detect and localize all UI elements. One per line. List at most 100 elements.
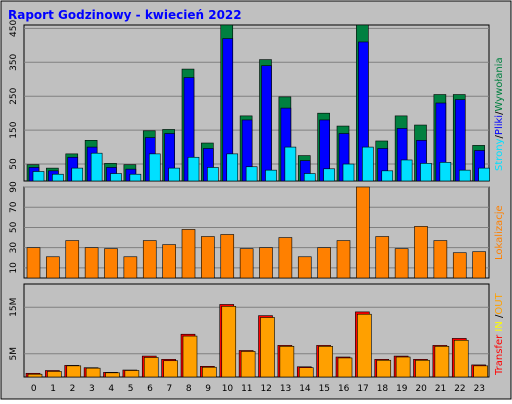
bar-strony-14 [303,173,316,182]
bar-transfer-out-18 [376,359,392,378]
bar-strony-21 [439,162,452,182]
bar-visits-5 [123,256,138,279]
y-tick-label: 15M [9,298,19,317]
bar-visits-23 [472,251,486,279]
x-tick-label-12: 12 [260,384,271,394]
bar-strony-18 [381,170,394,182]
legend-entry: / [494,314,505,318]
bar-strony-22 [458,169,471,182]
bar-visits-6 [142,240,157,279]
x-tick-label-15: 15 [319,384,330,394]
y-tick-label: 50 [9,158,19,170]
bar-transfer-out-23 [473,365,488,378]
y-tick-label: 10 [9,262,19,274]
x-tick-label-14: 14 [299,384,311,394]
bar-visits-10 [220,234,235,279]
bar-transfer-out-6 [143,357,159,378]
bar-strony-23 [478,167,490,182]
legend-entry: OUT [494,292,505,314]
bar-transfer-out-14 [298,367,314,378]
legend-entry: Transfer [494,334,505,376]
bar-transfer-out-5 [124,370,140,378]
bar-visits-15 [317,247,331,279]
x-tick-label-18: 18 [377,384,389,394]
bar-strony-13 [284,146,297,182]
bar-transfer-out-1 [47,371,62,378]
bar-transfer-out-13 [279,346,295,378]
x-tick-label-9: 9 [205,384,211,394]
bar-strony-2 [71,167,84,182]
bar-visits-8 [181,229,196,279]
bar-strony-3 [90,152,103,182]
x-tick-label-8: 8 [186,384,192,394]
bar-visits-4 [104,248,118,279]
bar-visits-0 [26,247,41,279]
bar-transfer-out-16 [337,357,353,378]
bar-transfer-out-7 [163,360,178,378]
y-tick-label: 30 [9,242,19,254]
bar-visits-12 [259,247,273,279]
legend-entry: Pliki [494,115,505,135]
bar-transfer-out-20 [415,359,430,378]
y-tick-label: 250 [9,87,19,104]
bar-strony-8 [187,156,200,182]
x-tick-label-11: 11 [241,384,252,394]
bar-visits-20 [414,226,428,279]
bar-visits-9 [201,236,215,279]
bar-visits-19 [394,248,409,279]
x-tick-label-23: 23 [474,384,485,394]
bar-transfer-out-22 [453,339,469,378]
x-tick-label-20: 20 [415,384,427,394]
plot-area-3 [23,283,490,378]
bar-strony-11 [245,166,258,182]
x-tick-label-10: 10 [222,384,234,394]
bar-strony-5 [129,173,142,182]
bar-visits-7 [162,244,176,279]
bar-visits-14 [297,256,312,279]
bar-transfer-out-12 [260,317,275,378]
legend-hits-files-pages: Strony/Pliki/Wywołania [494,57,505,171]
chart-panels: 5015025035045010305070905M15MStrony/Plik… [9,20,505,394]
bar-transfer-out-3 [85,367,101,378]
bar-strony-10 [226,153,239,182]
bar-visits-11 [239,248,254,279]
x-tick-label-1: 1 [50,384,56,394]
chart-title: Raport Godzinowy - kwiecień 2022 [8,8,242,22]
y-tick-label: 70 [9,201,19,213]
x-tick-label-4: 4 [108,384,114,394]
bar-transfer-out-9 [202,366,217,378]
bar-strony-16 [342,163,355,182]
bar-visits-18 [375,236,390,279]
bar-transfer-out-19 [395,356,411,378]
bar-strony-19 [400,159,413,182]
bar-visits-3 [84,247,99,279]
bar-visits-13 [278,237,293,279]
y-tick-label: 50 [9,221,19,233]
bar-transfer-out-21 [434,346,450,378]
bar-visits-16 [336,240,351,279]
bar-strony-6 [148,153,161,182]
bar-strony-17 [362,146,374,182]
y-tick-label: 150 [9,121,19,138]
bar-strony-7 [168,167,180,182]
x-tick-label-2: 2 [70,384,76,394]
legend-transfer: Transfer IN /OUT [494,292,505,376]
bar-visits-21 [433,240,448,279]
legend-entry: Strony [494,138,505,171]
legend-visits: Lokalizacje [494,205,505,260]
bar-strony-1 [52,173,64,182]
legend-entry: Wywołania [494,57,505,111]
bar-transfer-out-0 [27,373,43,378]
legend-entry: IN [494,318,505,335]
x-tick-label-21: 21 [435,384,446,394]
bar-transfer-out-15 [318,346,333,378]
bar-transfer-out-8 [182,335,198,378]
x-tick-label-7: 7 [166,384,172,394]
legend-entry: / [494,134,505,138]
bar-pliki-12 [261,65,272,182]
bar-pliki-22 [454,99,466,182]
bar-strony-9 [207,167,219,182]
bar-strony-15 [323,168,335,182]
